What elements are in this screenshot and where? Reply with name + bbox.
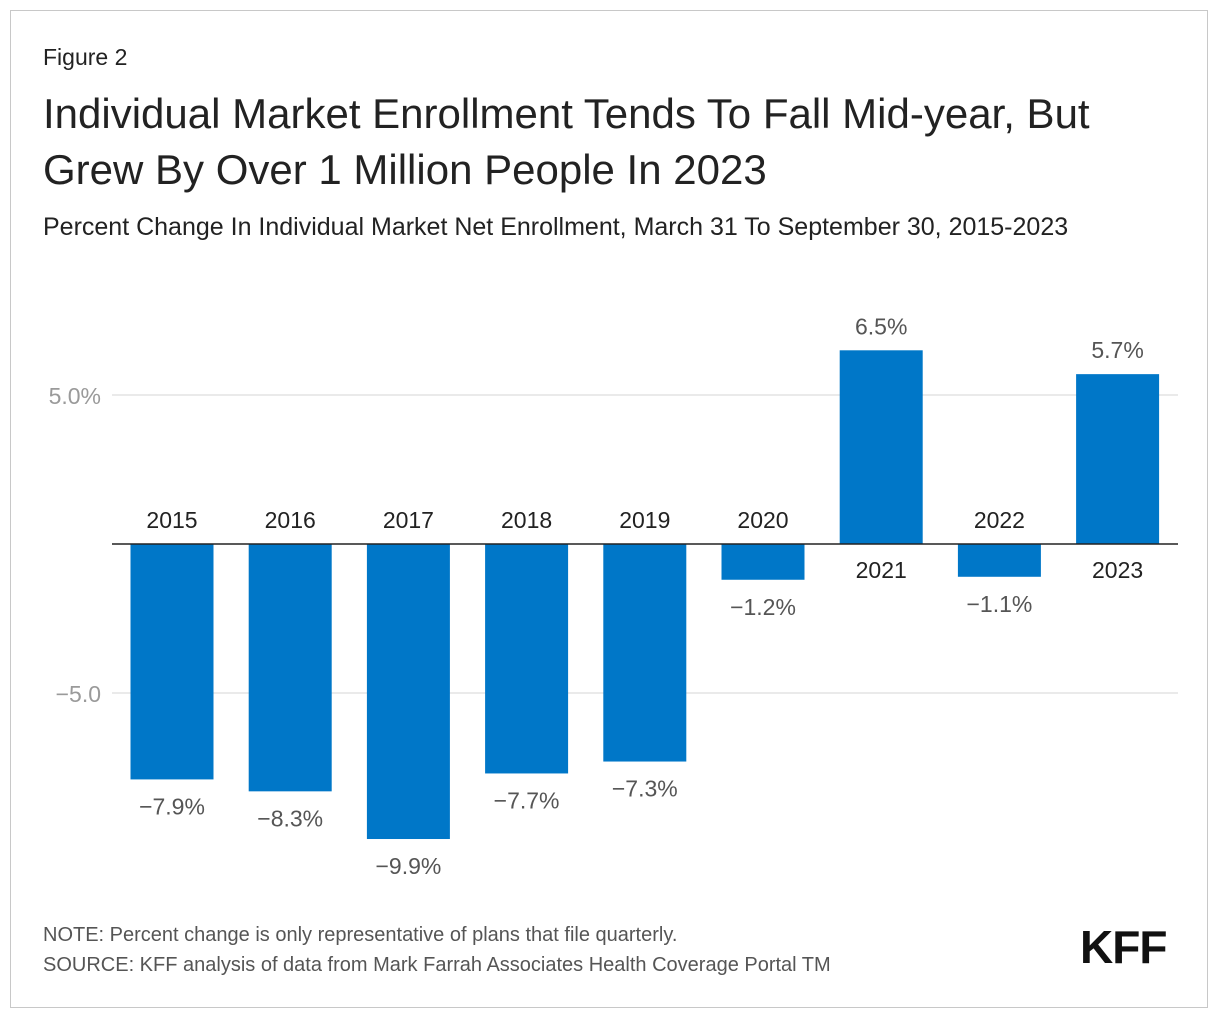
category-label: 2016 (265, 507, 316, 533)
y-tick-label: −5.0 (56, 681, 101, 707)
bar (130, 544, 214, 780)
bar (957, 544, 1041, 577)
category-label: 2019 (619, 507, 670, 533)
category-label: 2017 (383, 507, 434, 533)
bar (603, 544, 687, 762)
data-label: −8.3% (257, 805, 323, 831)
category-label: 2018 (501, 507, 552, 533)
bar (248, 544, 332, 792)
data-label: −7.9% (139, 793, 205, 819)
bar (1076, 374, 1160, 544)
data-label: 5.7% (1091, 337, 1143, 363)
bar (485, 544, 569, 774)
note-text: NOTE: Percent change is only representat… (43, 924, 678, 946)
data-label: −7.7% (494, 787, 560, 813)
bar (839, 350, 923, 544)
category-label: 2023 (1092, 557, 1143, 583)
data-label: 6.5% (855, 313, 907, 339)
category-label: 2020 (737, 507, 788, 533)
source-text: SOURCE: KFF analysis of data from Mark F… (43, 954, 831, 976)
figure-frame (10, 10, 1208, 1008)
category-label: 2021 (856, 557, 907, 583)
category-label: 2022 (974, 507, 1025, 533)
data-label: −1.2% (730, 594, 796, 620)
bar (366, 544, 450, 840)
data-label: −7.3% (612, 776, 678, 802)
kff-logo: KFF (1080, 921, 1167, 973)
y-tick-label: 5.0% (49, 383, 101, 409)
chart-title: Individual Market Enrollment Tends To Fa… (43, 90, 1090, 193)
bar (721, 544, 805, 580)
data-label: −1.1% (966, 591, 1032, 617)
chart-subtitle: Percent Change In Individual Market Net … (43, 213, 1069, 241)
figure-label: Figure 2 (43, 44, 128, 70)
category-label: 2015 (146, 507, 197, 533)
data-label: −9.9% (375, 853, 441, 879)
